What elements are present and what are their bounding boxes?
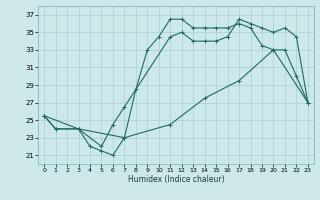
- X-axis label: Humidex (Indice chaleur): Humidex (Indice chaleur): [128, 175, 224, 184]
